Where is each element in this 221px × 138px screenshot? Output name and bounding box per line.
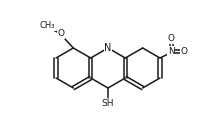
Text: N: N — [168, 47, 175, 56]
Text: O: O — [181, 47, 188, 56]
Text: O: O — [168, 34, 175, 43]
Text: SH: SH — [102, 99, 114, 108]
Text: N: N — [104, 43, 112, 53]
Text: CH₃: CH₃ — [39, 22, 55, 30]
Text: O: O — [58, 30, 65, 39]
